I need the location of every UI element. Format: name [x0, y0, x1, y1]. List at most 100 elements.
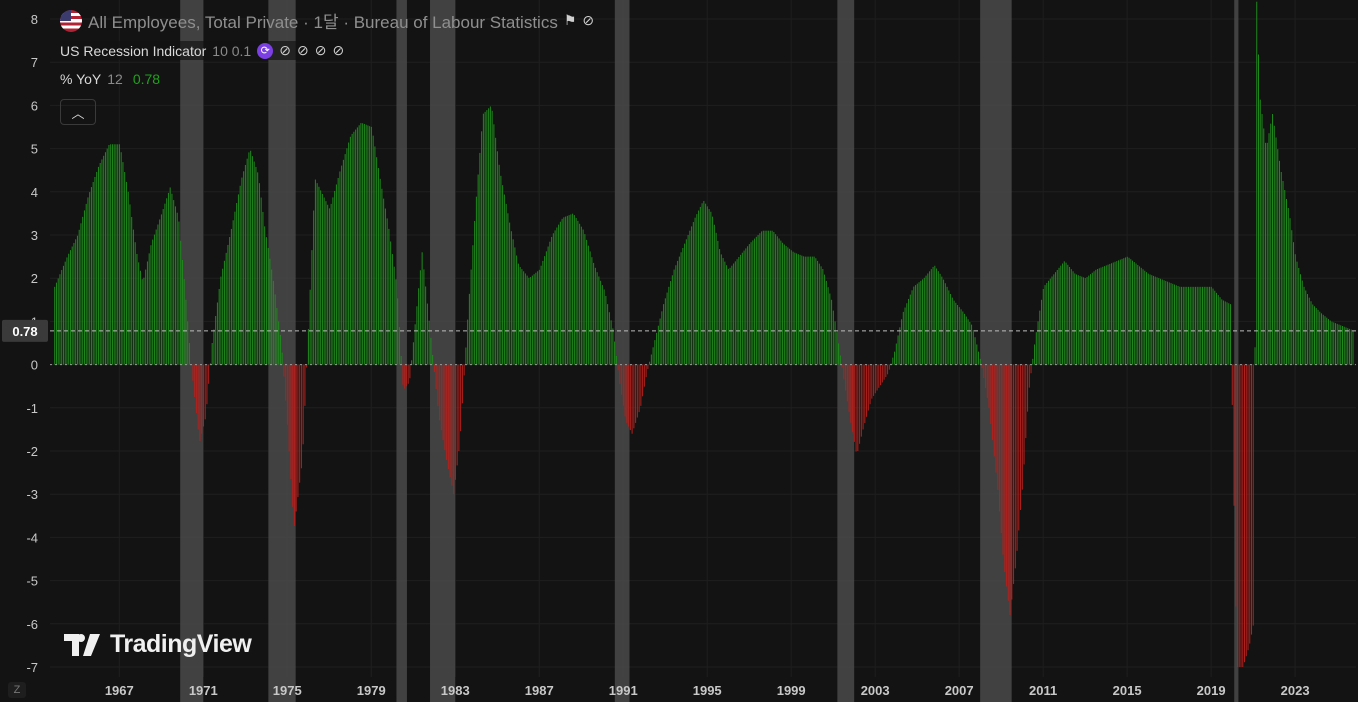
collapse-legend-button[interactable]: ︿ — [60, 99, 96, 125]
histogram-bar — [1352, 330, 1354, 365]
histogram-bar — [1214, 290, 1216, 365]
histogram-bar — [713, 224, 715, 365]
histogram-bar — [1133, 262, 1135, 365]
histogram-bar — [953, 300, 955, 365]
series-legend[interactable]: All Employees, Total Private · 1달 · Bure… — [60, 8, 594, 33]
histogram-bar — [1328, 319, 1330, 365]
histogram-bar — [402, 364, 404, 385]
indicator-params: 10 0.1 — [212, 42, 252, 59]
histogram-bar — [918, 282, 920, 365]
histogram-bar — [1007, 364, 1009, 601]
histogram-bar — [421, 252, 423, 365]
histogram-bar — [965, 316, 967, 365]
histogram-bar — [404, 364, 406, 389]
histogram-bar — [423, 269, 425, 365]
x-tick-label: 1983 — [441, 683, 470, 698]
y-axis[interactable]: -7-6-5-4-3-2-1012345678 — [26, 12, 38, 675]
histogram-bar — [652, 347, 654, 365]
histogram-bar — [1072, 271, 1074, 365]
histogram-bar — [253, 161, 255, 365]
histogram-bar — [1258, 54, 1260, 365]
histogram-bar — [314, 179, 316, 365]
histogram-bar — [209, 363, 211, 365]
histogram-bar — [1319, 311, 1321, 365]
x-tick-label: 1999 — [777, 683, 806, 698]
histogram-bar — [1044, 285, 1046, 365]
histogram-bar — [1095, 269, 1097, 365]
histogram-bar — [685, 239, 687, 365]
histogram-bar — [677, 260, 679, 365]
histogram-bar — [670, 281, 672, 365]
hide-eye-icon[interactable]: ⊘ — [582, 12, 595, 28]
histogram-bar — [579, 223, 581, 365]
histogram-bar — [136, 253, 138, 365]
histogram-bar — [1217, 295, 1219, 365]
histogram-bar — [318, 186, 320, 365]
histogram-bar — [1242, 364, 1244, 667]
histogram-bar — [1333, 322, 1335, 365]
zoom-button[interactable]: Z — [8, 682, 26, 698]
histogram-bar — [869, 364, 871, 405]
histogram-bar — [916, 283, 918, 365]
histogram-bar — [321, 193, 323, 365]
sync-icon[interactable]: ⟳ — [257, 42, 274, 59]
histogram-bar — [719, 249, 721, 365]
histogram-bar — [603, 289, 605, 365]
histogram-bar — [414, 324, 416, 365]
histogram-bar — [1105, 265, 1107, 365]
histogram-bar — [306, 364, 308, 368]
histogram-bar — [472, 245, 474, 365]
histogram-bar — [930, 269, 932, 365]
histogram-bar — [1195, 286, 1197, 365]
histogram-bar — [999, 364, 1001, 512]
histogram-bar — [430, 337, 432, 365]
histogram-bar — [731, 265, 733, 365]
histogram-bar — [748, 244, 750, 365]
histogram-bar — [1161, 279, 1163, 365]
histogram-bar — [1156, 277, 1158, 365]
histogram-bar — [1175, 285, 1177, 365]
histogram-bar — [178, 221, 180, 365]
histogram-bar — [283, 364, 285, 377]
histogram-bar — [92, 182, 94, 365]
histogram-bar — [204, 364, 206, 420]
x-axis[interactable]: 1967 1971 1975 1979 1983 1987 1991 1995 1999 2003… — [105, 683, 1310, 698]
histogram-bar — [678, 256, 680, 365]
histogram-bar — [1028, 364, 1030, 388]
histogram-bar — [558, 224, 560, 365]
histogram-bar — [341, 165, 343, 365]
histogram-bar — [1202, 286, 1204, 365]
histogram-bar — [1058, 267, 1060, 365]
histogram-bar — [684, 243, 686, 365]
histogram-bar — [927, 273, 929, 365]
histogram-bar — [1252, 364, 1254, 626]
histogram-bar — [638, 364, 640, 413]
histogram-bar — [615, 355, 617, 365]
histogram-bar — [589, 251, 591, 365]
histogram-bar — [456, 364, 458, 466]
histogram-bar — [566, 215, 568, 365]
histogram-bar — [498, 164, 500, 365]
indicator-legend-recession[interactable]: US Recession Indicator 10 0.1 ⟳ ⊘ ⊘ ⊘ ⊘ — [60, 41, 345, 60]
flag-marker-icon[interactable]: ⚑ — [563, 12, 577, 28]
indicator-legend-yoy[interactable]: % YoY 12 0.78 — [60, 71, 160, 87]
histogram-bar — [169, 187, 171, 365]
tradingview-logo[interactable]: TradingView — [64, 630, 252, 659]
histogram-bar — [1165, 280, 1167, 365]
histogram-bar — [820, 266, 822, 365]
histogram-bar — [220, 276, 222, 365]
histogram-bar — [384, 208, 386, 365]
histogram-bar — [218, 289, 220, 365]
histogram-bar — [393, 266, 395, 365]
histogram-bar — [834, 321, 836, 365]
histogram-bar — [62, 265, 64, 365]
histogram-bar — [307, 329, 309, 365]
current-value-badge — [2, 319, 48, 342]
histogram-bar — [160, 214, 162, 365]
histogram-bar — [1167, 281, 1169, 365]
histogram-bar — [302, 364, 304, 445]
histogram-bar — [979, 358, 981, 365]
histogram-bar — [145, 269, 147, 365]
x-tick-label: 2003 — [861, 683, 890, 698]
